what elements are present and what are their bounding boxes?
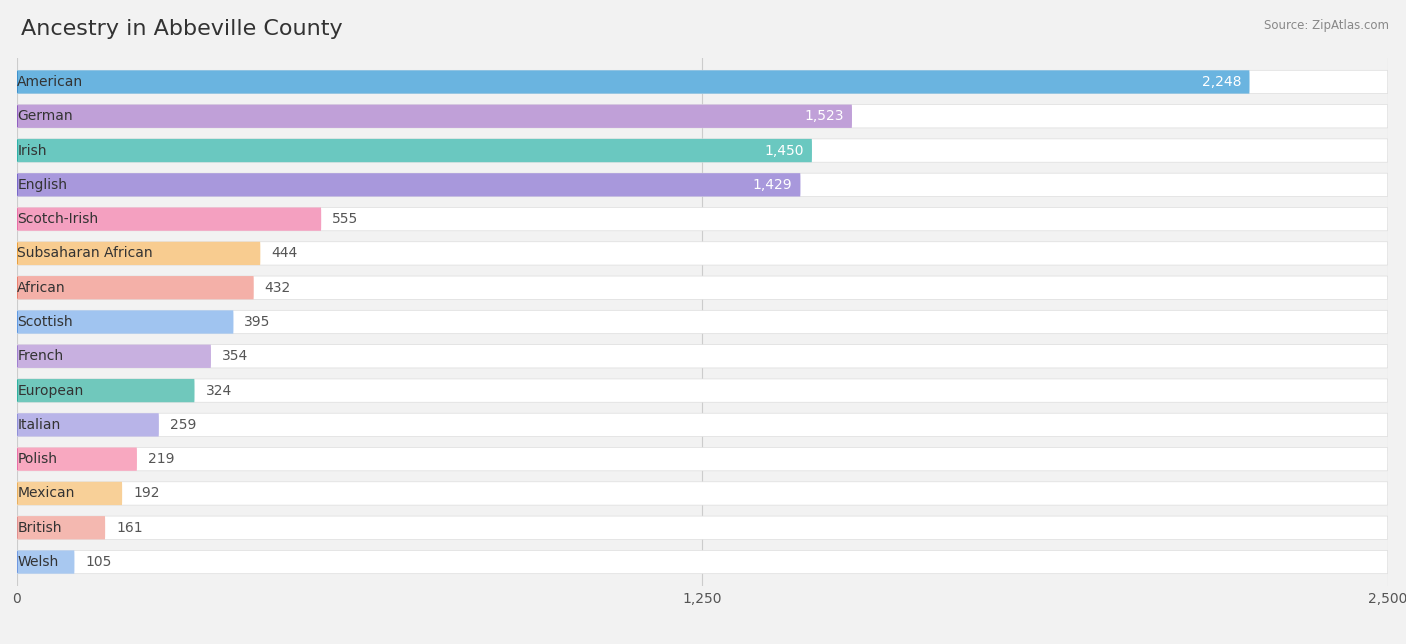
FancyBboxPatch shape: [17, 173, 1388, 196]
FancyBboxPatch shape: [17, 104, 852, 128]
Text: Irish: Irish: [17, 144, 46, 158]
FancyBboxPatch shape: [17, 379, 1388, 402]
FancyBboxPatch shape: [17, 276, 1388, 299]
FancyBboxPatch shape: [17, 207, 1388, 231]
Text: 1,429: 1,429: [752, 178, 792, 192]
FancyBboxPatch shape: [17, 70, 1250, 93]
Text: 1,450: 1,450: [765, 144, 804, 158]
Text: American: American: [17, 75, 83, 89]
Text: 324: 324: [205, 384, 232, 397]
Text: Italian: Italian: [17, 418, 60, 432]
FancyBboxPatch shape: [17, 448, 1388, 471]
Text: English: English: [17, 178, 67, 192]
FancyBboxPatch shape: [17, 310, 1388, 334]
FancyBboxPatch shape: [17, 242, 260, 265]
FancyBboxPatch shape: [17, 448, 136, 471]
FancyBboxPatch shape: [17, 551, 75, 574]
Text: Scotch-Irish: Scotch-Irish: [17, 212, 98, 226]
FancyBboxPatch shape: [17, 413, 1388, 437]
Text: 105: 105: [86, 555, 112, 569]
FancyBboxPatch shape: [17, 345, 211, 368]
FancyBboxPatch shape: [17, 345, 1388, 368]
FancyBboxPatch shape: [17, 310, 233, 334]
FancyBboxPatch shape: [17, 551, 1388, 574]
FancyBboxPatch shape: [17, 482, 1388, 505]
Text: French: French: [17, 349, 63, 363]
Text: 1,523: 1,523: [804, 109, 844, 123]
FancyBboxPatch shape: [17, 139, 813, 162]
FancyBboxPatch shape: [17, 70, 1388, 93]
FancyBboxPatch shape: [17, 139, 1388, 162]
Text: Welsh: Welsh: [17, 555, 59, 569]
Text: 219: 219: [148, 452, 174, 466]
Text: Polish: Polish: [17, 452, 58, 466]
FancyBboxPatch shape: [17, 104, 1388, 128]
FancyBboxPatch shape: [17, 516, 1388, 540]
Text: 555: 555: [332, 212, 359, 226]
Text: 444: 444: [271, 247, 298, 260]
Text: Mexican: Mexican: [17, 486, 75, 500]
FancyBboxPatch shape: [17, 516, 105, 540]
Text: European: European: [17, 384, 83, 397]
Text: 161: 161: [117, 521, 143, 535]
Text: Subsaharan African: Subsaharan African: [17, 247, 153, 260]
Text: 192: 192: [134, 486, 160, 500]
FancyBboxPatch shape: [17, 276, 253, 299]
Text: German: German: [17, 109, 73, 123]
Text: 259: 259: [170, 418, 197, 432]
FancyBboxPatch shape: [17, 207, 321, 231]
Text: British: British: [17, 521, 62, 535]
FancyBboxPatch shape: [17, 173, 800, 196]
Text: Scottish: Scottish: [17, 315, 73, 329]
FancyBboxPatch shape: [17, 413, 159, 437]
Text: 354: 354: [222, 349, 249, 363]
FancyBboxPatch shape: [17, 379, 194, 402]
FancyBboxPatch shape: [17, 242, 1388, 265]
Text: 2,248: 2,248: [1202, 75, 1241, 89]
Text: 432: 432: [264, 281, 291, 295]
Text: Source: ZipAtlas.com: Source: ZipAtlas.com: [1264, 19, 1389, 32]
Text: Ancestry in Abbeville County: Ancestry in Abbeville County: [21, 19, 343, 39]
Text: African: African: [17, 281, 66, 295]
Text: 395: 395: [245, 315, 271, 329]
FancyBboxPatch shape: [17, 482, 122, 505]
